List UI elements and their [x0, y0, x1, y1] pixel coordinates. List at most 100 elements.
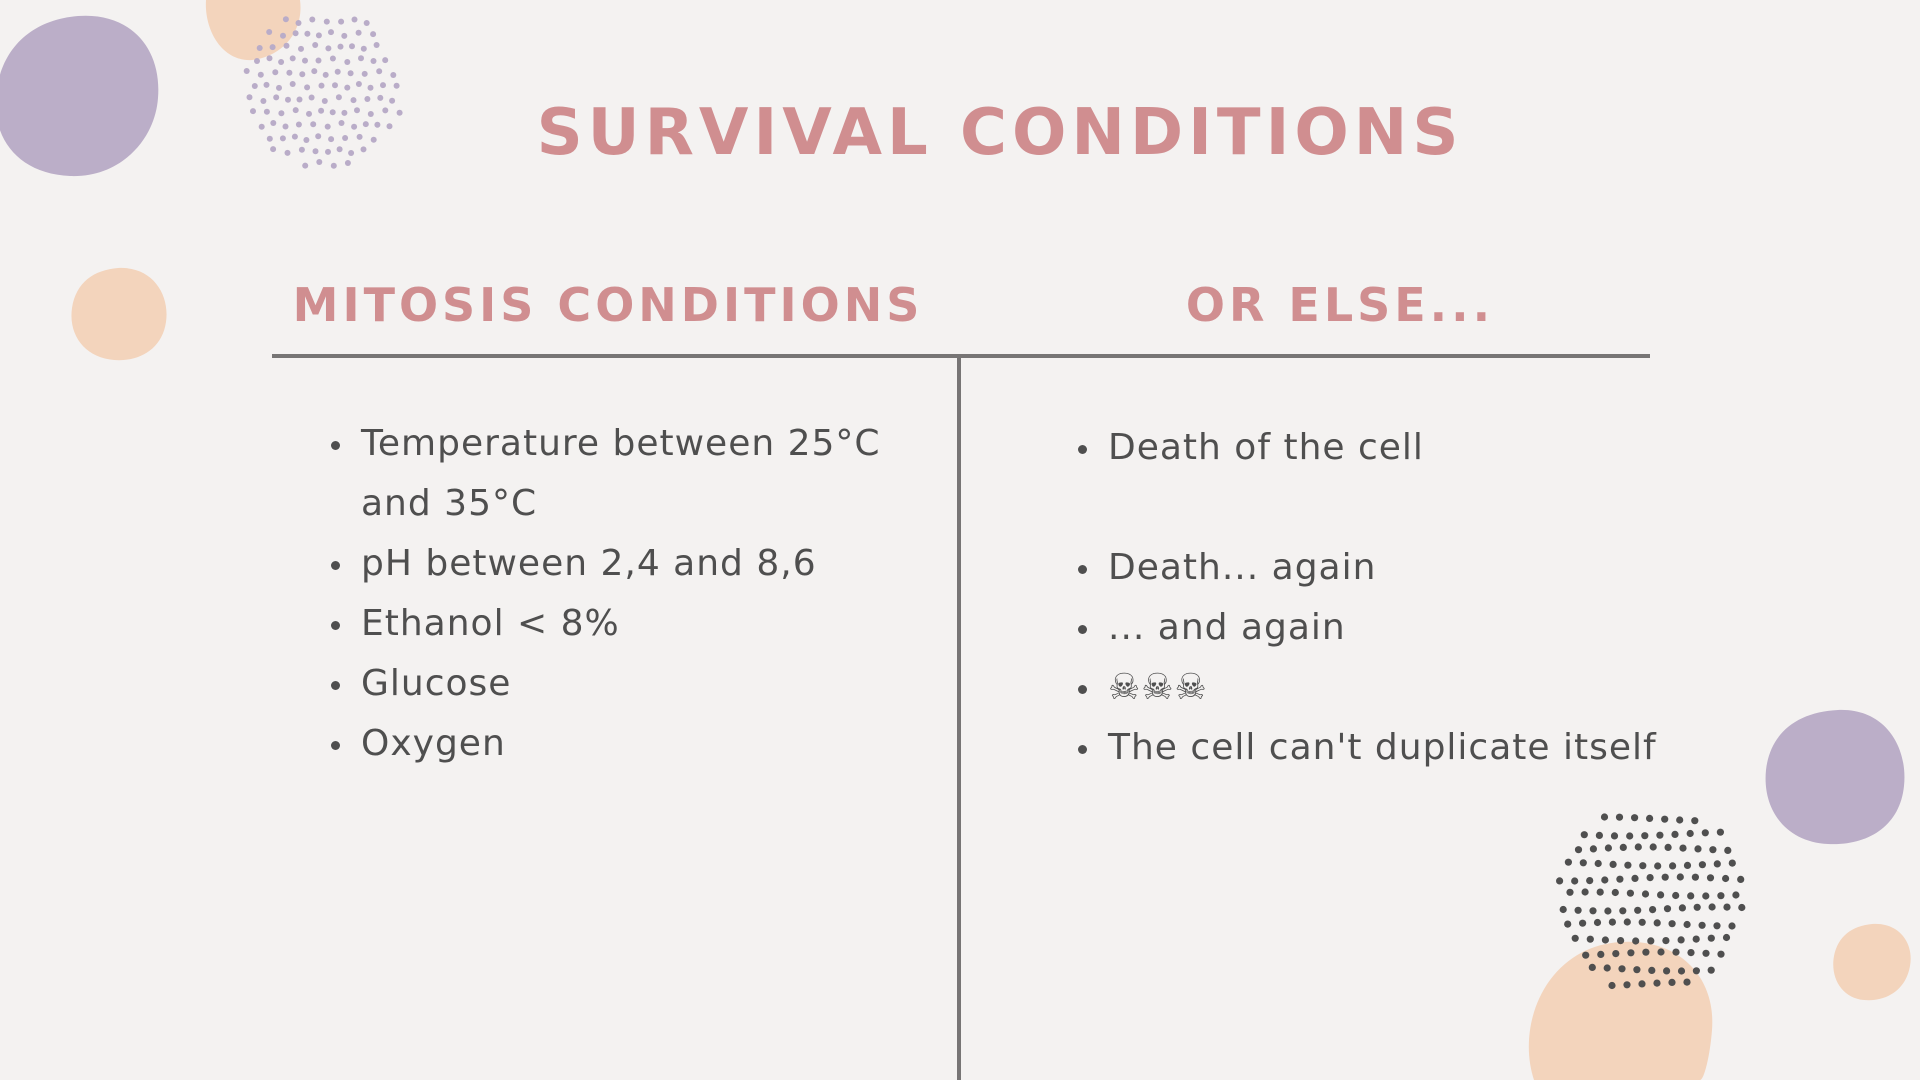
decor-dot — [364, 96, 371, 102]
decor-dot — [1709, 846, 1717, 854]
decor-dot — [1676, 816, 1684, 824]
decor-dot — [1683, 861, 1692, 870]
decor-dot — [1610, 832, 1619, 840]
decor-dot — [1638, 918, 1646, 926]
decor-dot — [1564, 920, 1572, 928]
decor-dot — [337, 43, 344, 50]
decor-dot — [308, 94, 315, 101]
decor-dot — [1737, 875, 1745, 884]
decor-dot — [1661, 873, 1669, 881]
decor-dot — [1653, 979, 1661, 987]
decor-dot — [393, 82, 400, 89]
decor-dot — [1702, 892, 1710, 900]
decor-dot — [1722, 874, 1730, 883]
decor-dot — [351, 16, 358, 23]
decor-dot — [1604, 907, 1612, 915]
decor-dot — [286, 69, 293, 76]
decor-dot — [338, 120, 345, 126]
decor-dot — [1713, 922, 1721, 930]
decor-dot — [304, 30, 311, 37]
decor-dot — [1701, 829, 1709, 837]
decor-dot — [1634, 843, 1642, 851]
decor-dot — [1657, 891, 1665, 899]
decor-dot — [377, 94, 384, 101]
decor-dot — [282, 16, 289, 23]
decor-dot — [285, 96, 291, 103]
decor-dot — [1698, 921, 1706, 929]
decor-dot — [1566, 888, 1574, 896]
decor-dot — [270, 120, 277, 126]
decor-dot — [355, 29, 362, 36]
decor-dot — [1623, 981, 1631, 989]
decor-dot — [310, 121, 317, 128]
decor-dot — [325, 45, 332, 52]
decor-dot — [325, 148, 331, 155]
page-title: SURVIVAL CONDITIONS — [536, 96, 1464, 170]
list-item: Death... again — [1078, 538, 1678, 598]
decor-dot — [1581, 888, 1589, 896]
decor-dot — [1668, 920, 1676, 928]
decor-dot — [309, 16, 316, 23]
decor-dot — [1580, 831, 1588, 839]
decor-dot — [1589, 845, 1597, 853]
decor-dot — [298, 146, 305, 153]
mitosis-conditions-list: Temperature between 25°C and 35°C pH bet… — [331, 414, 891, 774]
decor-dot — [329, 55, 336, 62]
decor-dot — [278, 59, 285, 65]
decor-dot — [282, 123, 289, 130]
decor-dot — [1559, 905, 1567, 914]
decor-dot — [1616, 875, 1624, 883]
decor-dot — [1692, 935, 1700, 943]
decor-dot — [1728, 859, 1736, 867]
decor-dot — [1595, 831, 1603, 840]
list-item: The cell can't duplicate itself — [1078, 718, 1678, 778]
decor-dot — [276, 84, 282, 91]
decor-dot — [1612, 950, 1620, 958]
decor-dot — [1574, 906, 1582, 914]
list-item: Oxygen — [331, 714, 891, 774]
decor-dot — [1687, 949, 1695, 957]
decor-dot — [266, 135, 273, 142]
decor-dot — [344, 84, 351, 91]
decor-dot — [263, 81, 270, 88]
decor-dot — [280, 32, 286, 39]
list-item: ☠☠☠ — [1078, 658, 1678, 718]
decor-dot — [1586, 935, 1594, 943]
decor-dot — [1615, 813, 1624, 821]
decor-dot — [373, 42, 380, 48]
decor-dot — [376, 68, 383, 75]
decor-dot — [1631, 814, 1639, 822]
decor-dot — [1646, 874, 1654, 882]
decor-dot — [370, 58, 377, 64]
decor-dot — [1663, 967, 1671, 975]
decor-dot — [246, 94, 253, 101]
decor-dot — [344, 59, 351, 65]
decor-dot — [1691, 817, 1699, 825]
decor-dot — [349, 43, 355, 50]
decor-dot — [1601, 936, 1609, 944]
decor-dot — [351, 123, 358, 130]
decor-dot — [1641, 832, 1649, 840]
horizontal-divider — [272, 354, 1650, 358]
decor-dot — [1608, 918, 1616, 926]
decor-dot — [380, 82, 386, 89]
decor-dot — [1608, 981, 1616, 990]
decor-dot — [1708, 903, 1716, 911]
decor-dot — [1571, 934, 1579, 942]
decor-dot — [1693, 903, 1701, 911]
decor-dot — [298, 45, 304, 52]
decor-dot — [1624, 861, 1632, 869]
decor-dot — [1632, 937, 1640, 945]
decor-dot — [1654, 862, 1662, 870]
decor-dot — [1648, 966, 1656, 975]
decor-dot — [363, 20, 370, 26]
decor-dot — [1579, 859, 1587, 867]
decor-dot — [1641, 890, 1650, 898]
decor-dot — [1738, 903, 1746, 912]
decor-dot — [321, 98, 328, 104]
list-item: Death of the cell — [1078, 418, 1678, 478]
decor-dot — [332, 82, 338, 89]
decor-dot — [1586, 877, 1594, 885]
decor-dot — [1724, 846, 1732, 855]
decor-dot — [258, 123, 265, 130]
